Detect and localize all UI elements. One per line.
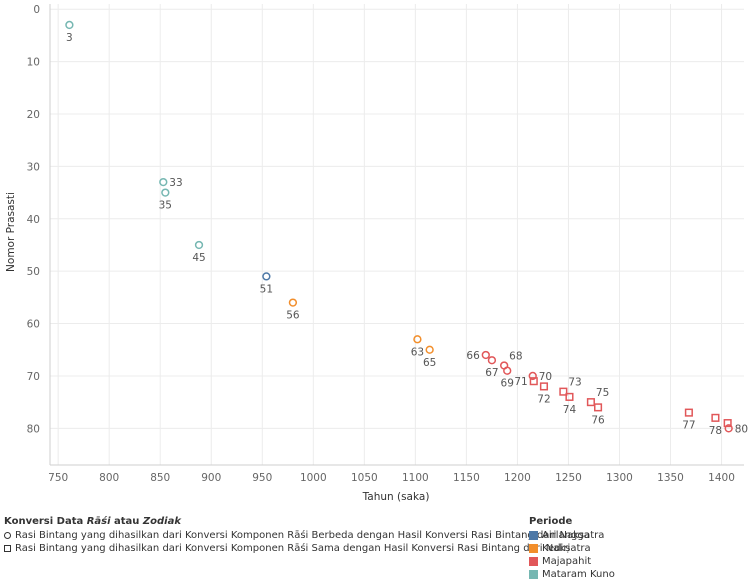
- y-tick-label: 0: [33, 4, 40, 16]
- y-tick-label: 10: [27, 57, 40, 69]
- point-label-69: 69: [501, 378, 514, 390]
- point-label-78: 78: [709, 425, 722, 437]
- color-swatch: [529, 531, 538, 540]
- x-tick-label: 850: [150, 472, 170, 484]
- x-tick-label: 1050: [351, 472, 378, 484]
- legend-period-title: Periode: [529, 516, 573, 527]
- y-tick-label: 70: [27, 371, 40, 383]
- y-tick-label: 60: [27, 319, 40, 331]
- point-label-63: 63: [411, 346, 424, 358]
- x-tick-label: 1300: [606, 472, 633, 484]
- point-label-35: 35: [159, 200, 172, 212]
- color-swatch: [529, 557, 538, 566]
- legend-period-label: Majapahit: [542, 556, 592, 567]
- x-tick-label: 1100: [402, 472, 429, 484]
- y-tick-label: 50: [27, 266, 40, 278]
- data-point-56[interactable]: [288, 298, 298, 307]
- legend-shape: Konversi Data Rāśi atau Zodiak Rasi Bint…: [4, 516, 604, 555]
- point-label-56: 56: [286, 310, 300, 322]
- legend-shape-label: Rasi Bintang yang dihasilkan dari Konver…: [15, 543, 591, 554]
- point-label-73: 73: [568, 377, 581, 389]
- point-label-76: 76: [591, 414, 605, 426]
- x-tick-label: 950: [252, 472, 272, 484]
- data-point-76[interactable]: [594, 403, 603, 412]
- data-point-74[interactable]: [565, 392, 574, 401]
- point-label-80: 80: [735, 423, 748, 435]
- legend-period-item-majapahit[interactable]: Majapahit: [529, 555, 615, 568]
- data-point-33[interactable]: [159, 177, 168, 187]
- data-point-63[interactable]: [413, 335, 422, 344]
- y-tick-label: 20: [27, 109, 40, 121]
- data-point-3[interactable]: [65, 20, 74, 30]
- legend-period-label: Airlangga: [542, 530, 590, 541]
- data-point-71[interactable]: [529, 377, 538, 386]
- legend-shape-title: Konversi Data Rāśi atau Zodiak: [4, 516, 182, 527]
- legend-period-item-airlangga[interactable]: Airlangga: [529, 529, 615, 542]
- legend-shape-item-circle[interactable]: Rasi Bintang yang dihasilkan dari Konver…: [4, 529, 604, 542]
- legend-period-label: Kediri: [542, 543, 571, 554]
- data-point-45[interactable]: [194, 240, 204, 250]
- x-tick-label: 1400: [708, 472, 735, 484]
- data-point-80[interactable]: [724, 424, 733, 433]
- point-label-70: 70: [539, 371, 552, 383]
- point-label-72: 72: [537, 393, 550, 405]
- x-tick-label: 750: [48, 472, 68, 484]
- point-label-77: 77: [682, 420, 695, 432]
- x-axis-title: Tahun (saka): [362, 491, 430, 503]
- data-point-75[interactable]: [586, 398, 595, 407]
- data-point-35[interactable]: [161, 188, 170, 197]
- legend-shape-item-square[interactable]: Rasi Bintang yang dihasilkan dari Konver…: [4, 542, 604, 555]
- point-label-65: 65: [423, 357, 436, 369]
- color-swatch: [529, 544, 538, 553]
- data-point-73[interactable]: [559, 387, 568, 396]
- point-label-68: 68: [509, 350, 522, 362]
- data-point-79[interactable]: [723, 419, 732, 428]
- axes: 750 800 850 900 950 1000 1050 1100 1150 1200 1250 1…: [27, 4, 744, 484]
- y-tick-label: 80: [27, 423, 40, 435]
- point-label-45: 45: [192, 252, 205, 264]
- x-tick-label: 1150: [453, 472, 480, 484]
- point-label-67: 67: [485, 367, 498, 379]
- point-label-3: 3: [66, 32, 73, 44]
- scatter-chart: 750 800 850 900 950 1000 1050 1100 1150 1200 1250 1…: [5, 4, 748, 503]
- data-point-51[interactable]: [262, 272, 271, 281]
- y-tick-label: 40: [27, 214, 40, 226]
- legend-period-label: Mataram Kuno: [542, 569, 615, 580]
- point-label-66: 66: [466, 350, 480, 362]
- data-point-72[interactable]: [539, 382, 549, 391]
- data-point-66[interactable]: [481, 350, 490, 360]
- data-point-77[interactable]: [684, 408, 693, 417]
- circle-icon: [4, 532, 11, 539]
- legend-period-item-mataram-kuno[interactable]: Mataram Kuno: [529, 568, 615, 581]
- data-point-78[interactable]: [711, 413, 720, 422]
- color-swatch: [529, 570, 538, 579]
- data-point-65[interactable]: [425, 345, 434, 354]
- x-tick-label: 1200: [504, 472, 531, 484]
- legend-period: Periode Airlangga Kediri Majapahit Matar…: [529, 516, 615, 581]
- y-axis-title: Nomor Prasasti: [5, 192, 17, 272]
- point-label-74: 74: [563, 404, 577, 416]
- point-label-71: 71: [514, 376, 527, 388]
- grid-lines: [50, 4, 744, 465]
- data-points: [65, 20, 733, 433]
- x-tick-label: 1350: [657, 472, 684, 484]
- x-tick-label: 1250: [555, 472, 582, 484]
- x-tick-label: 800: [99, 472, 119, 484]
- x-tick-label: 1000: [300, 472, 327, 484]
- legend-period-item-kediri[interactable]: Kediri: [529, 542, 615, 555]
- y-tick-label: 30: [27, 161, 40, 173]
- x-tick-label: 900: [201, 472, 221, 484]
- square-icon: [4, 545, 11, 552]
- point-label-51: 51: [260, 283, 273, 295]
- data-point-69[interactable]: [503, 366, 512, 375]
- point-label-33: 33: [169, 177, 182, 189]
- data-point-67[interactable]: [487, 356, 497, 365]
- legend-shape-label: Rasi Bintang yang dihasilkan dari Konver…: [15, 530, 605, 541]
- point-label-75: 75: [596, 387, 609, 399]
- data-point-70[interactable]: [528, 371, 537, 381]
